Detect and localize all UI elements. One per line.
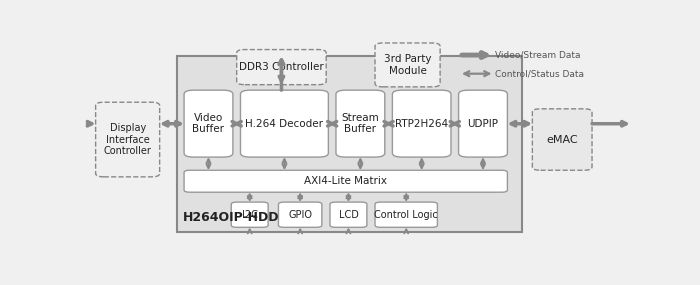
Text: RTP2H264: RTP2H264 bbox=[395, 119, 448, 129]
Text: UDPIP: UDPIP bbox=[468, 119, 498, 129]
Text: Control/Status Data: Control/Status Data bbox=[496, 69, 584, 78]
Text: AXI4-Lite Matrix: AXI4-Lite Matrix bbox=[304, 176, 387, 186]
FancyBboxPatch shape bbox=[532, 109, 592, 170]
Text: GPIO: GPIO bbox=[288, 210, 312, 220]
FancyBboxPatch shape bbox=[375, 202, 438, 227]
Text: Video/Stream Data: Video/Stream Data bbox=[496, 50, 581, 60]
FancyBboxPatch shape bbox=[184, 170, 508, 192]
FancyBboxPatch shape bbox=[279, 202, 322, 227]
FancyBboxPatch shape bbox=[393, 90, 451, 157]
FancyBboxPatch shape bbox=[458, 90, 507, 157]
Text: Control Logic: Control Logic bbox=[374, 210, 438, 220]
Text: Stream
Buffer: Stream Buffer bbox=[342, 113, 379, 135]
FancyBboxPatch shape bbox=[96, 102, 160, 177]
Text: Video
Buffer: Video Buffer bbox=[193, 113, 225, 135]
FancyBboxPatch shape bbox=[241, 90, 328, 157]
Text: H.264 Decoder: H.264 Decoder bbox=[246, 119, 323, 129]
FancyBboxPatch shape bbox=[375, 43, 440, 87]
FancyBboxPatch shape bbox=[336, 90, 385, 157]
FancyBboxPatch shape bbox=[177, 56, 522, 232]
Text: DDR3 Controller: DDR3 Controller bbox=[239, 62, 324, 72]
Text: eMAC: eMAC bbox=[547, 135, 578, 144]
FancyBboxPatch shape bbox=[231, 202, 268, 227]
FancyBboxPatch shape bbox=[184, 90, 233, 157]
FancyBboxPatch shape bbox=[330, 202, 367, 227]
FancyBboxPatch shape bbox=[237, 50, 326, 85]
Text: Display
Interface
Controller: Display Interface Controller bbox=[104, 123, 152, 156]
Text: LCD: LCD bbox=[339, 210, 358, 220]
Text: 3rd Party
Module: 3rd Party Module bbox=[384, 54, 431, 76]
Text: H264OIP-HDD: H264OIP-HDD bbox=[183, 211, 279, 224]
Text: I2C: I2C bbox=[241, 210, 258, 220]
